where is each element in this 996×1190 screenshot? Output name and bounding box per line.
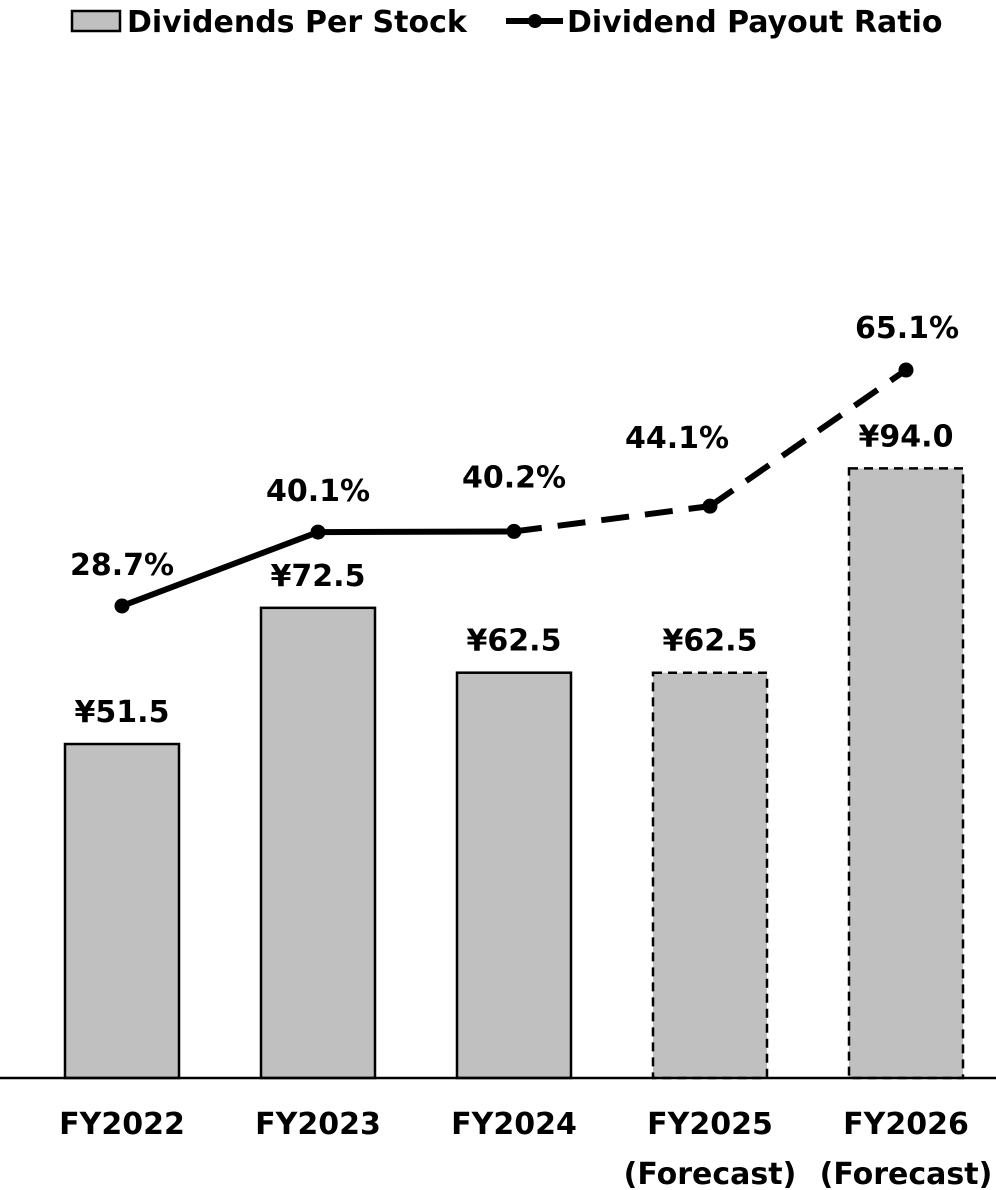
bar-value-label-1: ¥72.5 [271,559,366,594]
category-label-4-line-1: (Forecast) [820,1157,993,1190]
ratio-point-0 [114,598,130,614]
ratio-point-2 [506,523,522,539]
ratio-line-segment-3 [708,367,908,509]
category-label-0-line-0: FY2022 [59,1107,185,1142]
bar-value-label-4: ¥94.0 [859,419,954,454]
bar-value-label-3: ¥62.5 [663,624,758,659]
bar-2 [455,671,573,1080]
bar-3 [651,671,769,1080]
ratio-line-segment-1 [317,528,515,536]
ratio-point-1 [310,524,326,540]
category-label-3-line-1: (Forecast) [624,1157,797,1190]
legend-marker-dividend-payout-ratio [528,14,542,28]
chart-legend: Dividends Per Stock Dividend Payout Rati… [70,5,943,40]
ratio-point-3 [702,498,718,514]
ratio-value-label-2: 40.2% [462,460,566,495]
ratio-points-group [114,362,914,614]
ratio-line-segment-2 [513,503,711,535]
bar-0 [63,742,181,1080]
bars-group [63,467,965,1080]
bar-value-label-2: ¥62.5 [467,624,562,659]
category-label-4-line-0: FY2026 [843,1107,969,1142]
category-label-1-line-0: FY2023 [255,1107,381,1142]
legend-swatch-dividends-per-stock [70,9,122,33]
ratio-labels-group: 28.7% 40.1% 40.2% 44.1% 65.1% [70,311,959,583]
ratio-value-label-1: 40.1% [266,474,370,509]
ratio-line-segment-0 [120,529,320,609]
ratio-value-label-4: 65.1% [855,311,959,346]
legend-label-dividends-per-stock: Dividends Per Stock [127,5,468,40]
bar-labels-group: ¥51.5 ¥72.5 ¥62.5 ¥62.5 ¥94.0 [75,419,954,730]
category-label-3-line-0: FY2025 [647,1107,773,1142]
bar-value-label-0: ¥51.5 [75,695,170,730]
legend-label-dividend-payout-ratio: Dividend Payout Ratio [567,5,943,40]
ratio-point-4 [898,362,914,378]
bar-4 [847,467,965,1080]
category-label-2-line-0: FY2024 [451,1107,577,1142]
category-labels-group: FY2022 FY2023 FY2024 FY2025 (Forecast) FY2026… [59,1107,992,1190]
ratio-value-label-3: 44.1% [625,421,729,456]
ratio-value-label-0: 28.7% [70,548,174,583]
ratio-lines-group [120,367,908,609]
bar-1 [259,606,377,1080]
